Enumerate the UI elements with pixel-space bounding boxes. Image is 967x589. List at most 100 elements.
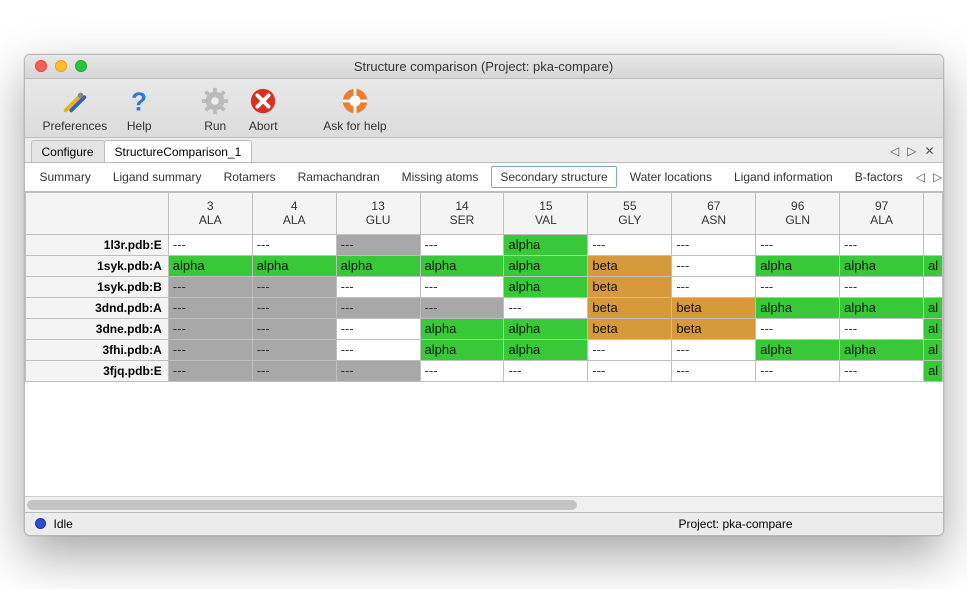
- table-cell[interactable]: alpha: [840, 255, 924, 276]
- column-header[interactable]: 97ALA: [840, 192, 924, 234]
- zoom-button[interactable]: [75, 60, 87, 72]
- column-header[interactable]: 4ALA: [252, 192, 336, 234]
- column-header[interactable]: 14SER: [420, 192, 504, 234]
- table-cell[interactable]: ---: [840, 318, 924, 339]
- table-cell[interactable]: ---: [420, 297, 504, 318]
- category-tab[interactable]: Summary: [31, 166, 100, 188]
- column-header[interactable]: 15VAL: [504, 192, 588, 234]
- table-cell[interactable]: ---: [672, 234, 756, 255]
- tab-prev-icon[interactable]: ◁: [890, 144, 899, 158]
- table-cell[interactable]: ---: [336, 276, 420, 297]
- column-header[interactable]: 55GLY: [588, 192, 672, 234]
- table-cell[interactable]: alpha: [336, 255, 420, 276]
- table-cell[interactable]: ---: [672, 276, 756, 297]
- table-cell[interactable]: ---: [168, 339, 252, 360]
- table-cell[interactable]: ---: [672, 339, 756, 360]
- table-cell[interactable]: ---: [252, 276, 336, 297]
- doc-tab[interactable]: Configure: [31, 140, 105, 162]
- table-cell[interactable]: ---: [168, 360, 252, 381]
- table-cell[interactable]: beta: [588, 255, 672, 276]
- table-cell[interactable]: ---: [420, 360, 504, 381]
- table-cell[interactable]: ---: [672, 255, 756, 276]
- table-cell[interactable]: alpha: [168, 255, 252, 276]
- row-header[interactable]: 3dnd.pdb:A: [25, 297, 168, 318]
- table-cell[interactable]: alpha: [504, 234, 588, 255]
- table-cell[interactable]: al: [924, 318, 942, 339]
- cat-prev-icon[interactable]: ◁: [916, 170, 925, 184]
- category-tab[interactable]: B-factors: [846, 166, 912, 188]
- category-tab[interactable]: Rotamers: [215, 166, 285, 188]
- table-cell[interactable]: beta: [672, 318, 756, 339]
- scrollbar-thumb[interactable]: [27, 500, 578, 510]
- tab-next-icon[interactable]: ▷: [907, 144, 916, 158]
- table-cell[interactable]: al: [924, 297, 942, 318]
- table-cell[interactable]: ---: [336, 360, 420, 381]
- table-cell[interactable]: ---: [420, 276, 504, 297]
- table-cell[interactable]: alpha: [504, 276, 588, 297]
- table-cell[interactable]: ---: [840, 234, 924, 255]
- table-cell[interactable]: ---: [756, 234, 840, 255]
- table-cell[interactable]: ---: [336, 297, 420, 318]
- column-header[interactable]: 67ASN: [672, 192, 756, 234]
- close-button[interactable]: [35, 60, 47, 72]
- table-cell[interactable]: ---: [336, 318, 420, 339]
- row-header[interactable]: 1l3r.pdb:E: [25, 234, 168, 255]
- table-cell[interactable]: alpha: [504, 339, 588, 360]
- table-cell[interactable]: ---: [252, 234, 336, 255]
- table-cell[interactable]: alpha: [756, 297, 840, 318]
- row-header[interactable]: 3fhi.pdb:A: [25, 339, 168, 360]
- table-cell[interactable]: ---: [588, 234, 672, 255]
- table-cell[interactable]: ---: [504, 297, 588, 318]
- table-cell[interactable]: ---: [252, 339, 336, 360]
- horizontal-scrollbar[interactable]: [25, 496, 943, 512]
- table-cell[interactable]: beta: [672, 297, 756, 318]
- table-cell[interactable]: ---: [252, 318, 336, 339]
- table-cell[interactable]: ---: [252, 360, 336, 381]
- table-cell[interactable]: ---: [168, 318, 252, 339]
- table-cell[interactable]: [924, 234, 942, 255]
- row-header[interactable]: 3fjq.pdb:E: [25, 360, 168, 381]
- table-cell[interactable]: ---: [756, 318, 840, 339]
- column-header[interactable]: 96GLN: [756, 192, 840, 234]
- table-cell[interactable]: al: [924, 339, 942, 360]
- category-tab[interactable]: Water locations: [621, 166, 721, 188]
- ask-for-help-button[interactable]: Ask for help: [315, 85, 394, 133]
- column-header[interactable]: 3ALA: [168, 192, 252, 234]
- row-header[interactable]: 1syk.pdb:A: [25, 255, 168, 276]
- table-cell[interactable]: ---: [588, 360, 672, 381]
- table-cell[interactable]: alpha: [252, 255, 336, 276]
- table-cell[interactable]: ---: [756, 276, 840, 297]
- run-button[interactable]: Run: [191, 85, 239, 133]
- table-cell[interactable]: beta: [588, 276, 672, 297]
- table-cell[interactable]: ---: [840, 360, 924, 381]
- table-cell[interactable]: ---: [756, 360, 840, 381]
- category-tab[interactable]: Missing atoms: [393, 166, 488, 188]
- category-tab[interactable]: Ligand summary: [104, 166, 211, 188]
- table-cell[interactable]: alpha: [840, 297, 924, 318]
- table-cell[interactable]: ---: [336, 234, 420, 255]
- cat-next-icon[interactable]: ▷: [933, 170, 942, 184]
- table-cell[interactable]: [924, 276, 942, 297]
- table-cell[interactable]: ---: [840, 276, 924, 297]
- table-cell[interactable]: alpha: [756, 255, 840, 276]
- table-cell[interactable]: beta: [588, 297, 672, 318]
- table-cell[interactable]: alpha: [420, 255, 504, 276]
- table-cell[interactable]: ---: [252, 297, 336, 318]
- preferences-button[interactable]: Preferences: [35, 85, 116, 133]
- table-cell[interactable]: ---: [672, 360, 756, 381]
- table-cell[interactable]: ---: [588, 339, 672, 360]
- table-cell[interactable]: al: [924, 360, 942, 381]
- table-cell[interactable]: alpha: [840, 339, 924, 360]
- table-cell[interactable]: alpha: [756, 339, 840, 360]
- help-button[interactable]: ? Help: [115, 85, 163, 133]
- table-cell[interactable]: ---: [168, 276, 252, 297]
- table-cell[interactable]: ---: [504, 360, 588, 381]
- table-cell[interactable]: ---: [420, 234, 504, 255]
- table-cell[interactable]: ---: [336, 339, 420, 360]
- table-cell[interactable]: alpha: [504, 318, 588, 339]
- tab-close-icon[interactable]: ✕: [924, 144, 934, 158]
- abort-button[interactable]: Abort: [239, 85, 287, 133]
- minimize-button[interactable]: [55, 60, 67, 72]
- table-cell[interactable]: alpha: [420, 318, 504, 339]
- table-cell[interactable]: ---: [168, 297, 252, 318]
